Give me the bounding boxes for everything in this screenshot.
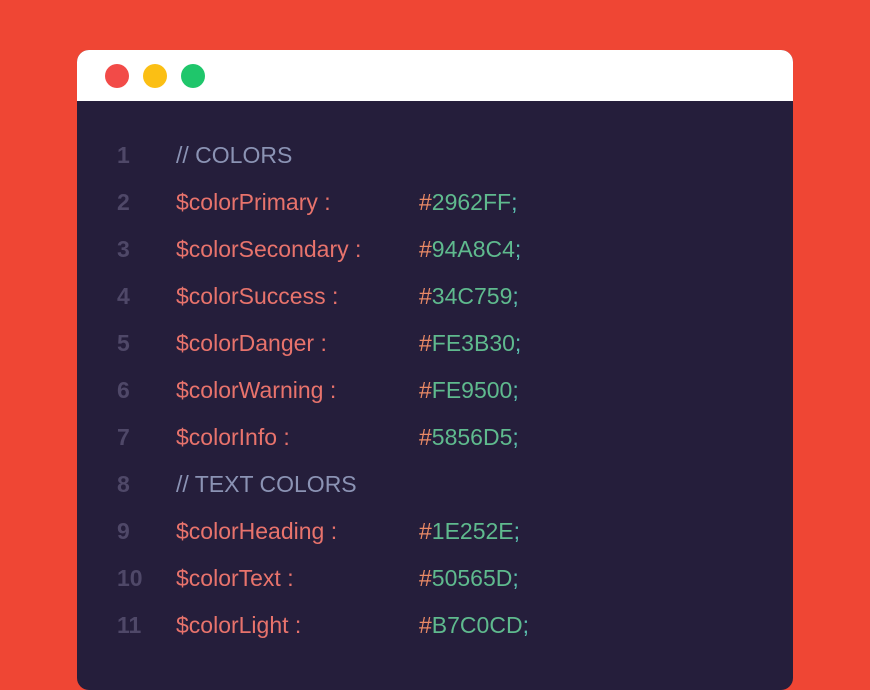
code-line: 11 $colorLight : #B7C0CD; [77, 602, 793, 649]
code-line: 7 $colorInfo : #5856D5; [77, 414, 793, 461]
variable-value: #1E252E; [419, 518, 521, 544]
close-button[interactable] [105, 64, 129, 88]
code-line: 3 $colorSecondary : #94A8C4; [77, 226, 793, 273]
code-line: 2 $colorPrimary : #2962FF; [77, 179, 793, 226]
code-editor: 1 // COLORS 2 $colorPrimary : #2962FF; 3 $colo… [77, 132, 793, 649]
variable-name: $colorText : [176, 565, 294, 591]
code-line: 1 // COLORS [77, 132, 793, 179]
code-line: 6 $colorWarning : #FE9500; [77, 367, 793, 414]
hex-value: 34C759 [431, 283, 513, 309]
line-number: 3 [117, 236, 130, 262]
code-line: 5 $colorDanger : #FE3B30; [77, 320, 793, 367]
maximize-button[interactable] [181, 64, 205, 88]
variable-value: #94A8C4; [419, 236, 522, 262]
code-line: 4 $colorSuccess : #34C759; [77, 273, 793, 320]
variable-value: #50565D; [419, 565, 519, 591]
variable-name: $colorLight : [176, 612, 302, 638]
hex-value: FE9500 [431, 377, 513, 403]
minimize-button[interactable] [143, 64, 167, 88]
variable-name: $colorSuccess : [176, 283, 339, 309]
variable-name: $colorDanger : [176, 330, 327, 356]
comment: // COLORS [176, 142, 293, 168]
hex-value: FE3B30 [431, 330, 515, 356]
variable-name: $colorPrimary : [176, 189, 331, 215]
variable-value: #FE9500; [419, 377, 519, 403]
code-line: 9 $colorHeading : #1E252E; [77, 508, 793, 555]
hex-value: 50565D [431, 565, 513, 591]
line-number: 8 [117, 471, 130, 497]
hex-value: B7C0CD [431, 612, 523, 638]
line-number: 2 [117, 189, 130, 215]
comment: // TEXT COLORS [176, 471, 357, 497]
hex-value: 2962FF [431, 189, 512, 215]
hex-value: 5856D5 [431, 424, 513, 450]
line-number: 5 [117, 330, 130, 356]
title-bar [77, 50, 793, 101]
line-number: 6 [117, 377, 130, 403]
line-number: 7 [117, 424, 130, 450]
variable-value: #B7C0CD; [419, 612, 529, 638]
variable-name: $colorWarning : [176, 377, 337, 403]
variable-value: #5856D5; [419, 424, 519, 450]
line-number: 9 [117, 518, 130, 544]
line-number: 4 [117, 283, 130, 309]
line-number: 10 [117, 565, 143, 591]
variable-name: $colorHeading : [176, 518, 338, 544]
variable-value: #2962FF; [419, 189, 518, 215]
line-number: 11 [117, 612, 142, 638]
code-line: 8 // TEXT COLORS [77, 461, 793, 508]
hex-value: 94A8C4 [431, 236, 515, 262]
hex-value: 1E252E [431, 518, 514, 544]
variable-value: #FE3B30; [419, 330, 522, 356]
variable-name: $colorSecondary : [176, 236, 362, 262]
variable-value: #34C759; [419, 283, 519, 309]
variable-name: $colorInfo : [176, 424, 290, 450]
code-window: 1 // COLORS 2 $colorPrimary : #2962FF; 3 $colo… [77, 50, 793, 690]
code-line: 10 $colorText : #50565D; [77, 555, 793, 602]
line-number: 1 [117, 142, 130, 168]
